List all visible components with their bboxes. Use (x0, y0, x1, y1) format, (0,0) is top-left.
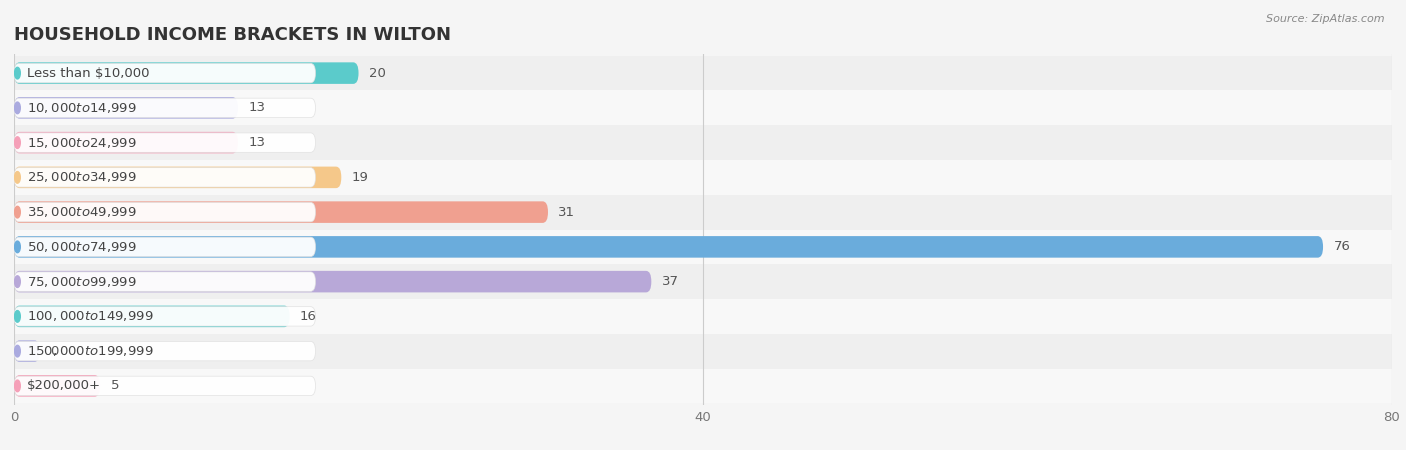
Bar (0, 369, 1406, 403)
Text: 5: 5 (111, 379, 120, 392)
Text: 13: 13 (249, 136, 266, 149)
FancyBboxPatch shape (14, 236, 1323, 258)
Bar (0, 90, 1406, 125)
FancyBboxPatch shape (14, 340, 39, 362)
Text: 19: 19 (352, 171, 368, 184)
FancyBboxPatch shape (14, 307, 315, 326)
FancyBboxPatch shape (14, 342, 315, 361)
Circle shape (14, 310, 20, 322)
FancyBboxPatch shape (14, 272, 315, 291)
FancyBboxPatch shape (14, 97, 238, 119)
Text: Source: ZipAtlas.com: Source: ZipAtlas.com (1267, 14, 1385, 23)
Bar (0, 264, 1406, 299)
FancyBboxPatch shape (14, 237, 315, 256)
FancyBboxPatch shape (14, 376, 315, 396)
Circle shape (14, 68, 20, 79)
Text: $10,000 to $14,999: $10,000 to $14,999 (27, 101, 136, 115)
Circle shape (14, 206, 20, 218)
FancyBboxPatch shape (14, 133, 315, 152)
Bar (0, 334, 1406, 369)
Circle shape (14, 276, 20, 288)
FancyBboxPatch shape (14, 168, 315, 187)
Circle shape (14, 241, 20, 253)
FancyBboxPatch shape (14, 63, 315, 83)
FancyBboxPatch shape (14, 166, 342, 188)
Text: 76: 76 (1333, 240, 1350, 253)
Text: Less than $10,000: Less than $10,000 (27, 67, 149, 80)
Circle shape (14, 171, 20, 183)
Text: 20: 20 (368, 67, 385, 80)
Bar (0, 56, 1406, 90)
Text: $35,000 to $49,999: $35,000 to $49,999 (27, 205, 136, 219)
Text: 0: 0 (51, 345, 59, 358)
Bar (0, 195, 1406, 230)
Circle shape (14, 102, 20, 114)
FancyBboxPatch shape (14, 132, 238, 153)
Circle shape (14, 345, 20, 357)
Text: $75,000 to $99,999: $75,000 to $99,999 (27, 274, 136, 288)
Bar (0, 125, 1406, 160)
FancyBboxPatch shape (14, 202, 315, 222)
Text: 31: 31 (558, 206, 575, 219)
Circle shape (14, 137, 20, 148)
Text: $150,000 to $199,999: $150,000 to $199,999 (27, 344, 153, 358)
FancyBboxPatch shape (14, 271, 651, 292)
FancyBboxPatch shape (14, 306, 290, 327)
Bar (0, 299, 1406, 334)
Bar (0, 160, 1406, 195)
Bar (0, 230, 1406, 264)
FancyBboxPatch shape (14, 375, 100, 396)
Text: $25,000 to $34,999: $25,000 to $34,999 (27, 171, 136, 184)
Text: $15,000 to $24,999: $15,000 to $24,999 (27, 135, 136, 149)
Text: $50,000 to $74,999: $50,000 to $74,999 (27, 240, 136, 254)
Text: 37: 37 (662, 275, 679, 288)
Text: HOUSEHOLD INCOME BRACKETS IN WILTON: HOUSEHOLD INCOME BRACKETS IN WILTON (14, 26, 451, 44)
Text: $200,000+: $200,000+ (27, 379, 101, 392)
Text: 13: 13 (249, 101, 266, 114)
FancyBboxPatch shape (14, 98, 315, 117)
FancyBboxPatch shape (14, 63, 359, 84)
FancyBboxPatch shape (14, 201, 548, 223)
Text: $100,000 to $149,999: $100,000 to $149,999 (27, 310, 153, 324)
Circle shape (14, 380, 20, 392)
Text: 16: 16 (299, 310, 316, 323)
